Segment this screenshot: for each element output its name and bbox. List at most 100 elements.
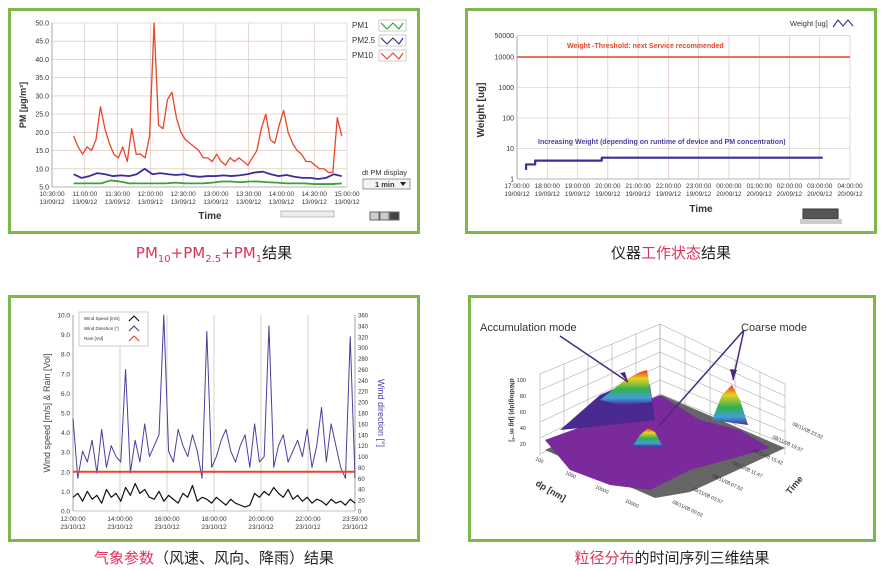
x-tick-label-line: 03:00:00 [807,183,833,190]
pan-icon[interactable] [379,211,390,221]
x-tick-label: 15:00:00 13/09/12 [334,191,360,206]
legend-swatch [128,325,140,332]
y-tick-label: 45.0 [35,39,49,46]
legend-swatch [128,335,140,342]
x-tick-label-line: 10:30:00 [39,191,65,198]
y2-tick-label: 0 [358,510,362,516]
legend-swatch-PM10 [380,52,404,60]
pm-chart-panel [8,8,420,234]
x-tick-label-line: 13/09/12 [302,199,328,206]
x-tick-label: 12:00:00 13/09/12 [138,191,164,206]
y-tick-label: 1 [510,177,514,184]
chevron-down-icon [400,182,406,186]
x-tick-label-line: 23/10/12 [107,524,133,531]
y2-tick-label: 300 [358,346,369,352]
x-tick-label: 03:00:00 20/09/12 [807,183,833,198]
x-tick-label-line: 13/09/12 [269,199,295,206]
y-tick-label: 5.0 [61,411,70,418]
caption-highlight: 粒径分布 [574,549,635,567]
y-axis-label: Time [784,474,805,496]
y-tick-label: 1000 [498,85,514,92]
x-tick-label: 17:00:00 19/09/12 [504,183,530,198]
x-tick-label: 22:00:00 23/10/12 [295,516,321,531]
caption-sub: 10 [157,254,171,265]
zoom-icon[interactable] [369,211,380,221]
legend-swatch-PM2.5 [380,37,404,45]
x-tick-label-line: 19:00:00 [565,183,591,190]
caption-pm10: PM [135,244,158,262]
x-tick-label-line: 02:00:00 [777,183,803,190]
x-tick-label-line: 13/09/12 [236,199,262,206]
x-tick-label: 14:00:00 13/09/12 [269,191,295,206]
caption-suffix: 结果 [701,244,732,262]
x-tick-label-line: 13/09/12 [105,199,131,206]
x-tick-label-line: 20/09/12 [807,191,833,198]
grid-line-right-wall [659,337,786,397]
y-tick-label: 08/11/08 07:52 [711,473,744,492]
x-tick-label-line: 23/10/12 [60,524,86,531]
y-tick-label: 25.0 [35,112,49,119]
y-tick-label: 35.0 [35,75,49,82]
x-tick-label-line: 11:00:00 [72,191,97,198]
x-tick-label-line: 20/09/12 [747,191,773,198]
y2-tick-label: 200 [358,401,369,407]
y-axis-label: Wind speed [m/s] & Rain [Vol] [42,353,52,472]
legend-label: Wind Direction [°] [84,326,119,331]
y-tick-label: 6.0 [61,391,70,398]
x-tick-label-line: 20/09/12 [716,191,742,198]
x-axis-label: Time [198,211,222,222]
x-tick-label-line: 13/09/12 [138,199,164,206]
y2-tick-label: 220 [358,390,369,396]
x-tick-label-line: 21:00:00 [625,183,651,190]
graph-toolbar[interactable] [802,208,839,220]
caption-pm: PM10+PM2.5+PM1结果 [8,242,420,265]
y-tick-label: 08/11/08 00:02 [671,499,704,518]
x-tick-label-line: 19/09/12 [565,191,591,198]
x-axis-label: dp [nm] [534,478,568,503]
caption-suffix: 结果 [262,244,293,262]
x-tick-label-line: 13:30:00 [236,191,262,198]
x-tick-label: 14:30:00 13/09/12 [302,191,328,206]
x-tick-label-line: 12:00:00 [138,191,164,198]
x-tick-label-line: 14:30:00 [302,191,328,198]
y-tick-label: 9.0 [61,332,70,339]
y-tick-label: 20.0 [35,130,49,137]
x-tick-label: 11:00:00 13/09/12 [72,191,98,206]
x-tick-label-line: 13/09/12 [334,199,360,206]
x-tick-label: 12:00:00 23/10/12 [60,516,86,531]
y-tick-label: 0.0 [61,509,70,516]
y2-tick-label: 40 [358,488,365,494]
annotation-accumulation: Accumulation mode [480,322,577,334]
x-tick-label-line: 23:59:00 [342,516,368,523]
x-tick-label: 13:00:00 13/09/12 [203,191,229,206]
x-tick-label: 23:59:00 23/10/12 [342,516,368,531]
hand-icon[interactable] [389,211,400,221]
dt-display-select[interactable] [362,178,411,190]
x-tick-label-line: 20:00:00 [595,183,621,190]
x-tick-label-line: 23/10/12 [342,524,368,531]
caption-pm25: +PM [170,244,206,262]
y-tick-label: 1.0 [61,489,70,496]
x-tick-label: 04:00:00 20/09/12 [837,183,863,198]
y2-tick-label: 320 [358,335,369,341]
y2-tick-label: 80 [358,466,365,472]
x-tick-label-line: 04:00:00 [837,183,863,190]
coarse-mode-peak [712,385,748,425]
legend-label: Rain [Vol] [84,336,103,341]
y-tick-label: 30.0 [35,93,49,100]
x-tick-label-line: 23:00:00 [686,183,712,190]
x-tick-label-line: 23/10/12 [295,524,321,531]
z-tick-label: 20 [520,442,526,448]
series-wind-direction [72,314,356,479]
z-tick-label: 100 [517,378,526,384]
x-tick-label-line: 14:00:00 [107,516,133,523]
y2-tick-label: 140 [358,433,369,439]
x-tick-label-line: 22:00:00 [656,183,682,190]
y2-tick-label: 120 [358,444,369,450]
legend-label: Weight [ug] [790,19,828,28]
x-tick-label: 10000 [594,484,609,495]
y-tick-label: 5.0 [39,185,49,192]
x-tick-label: 20:00:00 19/09/12 [595,183,621,198]
time-scrollbar[interactable] [280,210,335,218]
legend-swatch-box [378,19,407,32]
